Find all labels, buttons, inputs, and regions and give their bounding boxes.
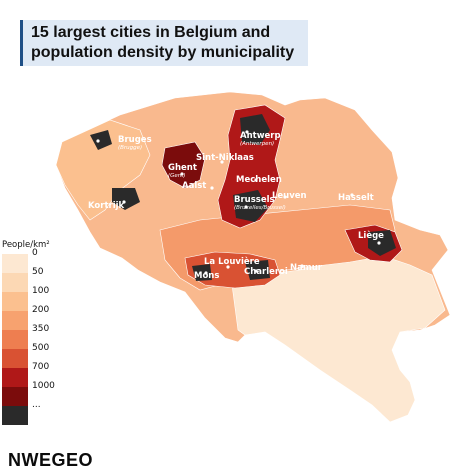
city-label: Namur	[290, 263, 323, 273]
city-alt-name: (Bruxelles/Brussel)	[234, 205, 286, 211]
liege-core	[368, 230, 396, 256]
city-dot	[204, 271, 208, 275]
legend-label: 200	[32, 305, 50, 315]
legend-label: ...	[32, 400, 41, 410]
legend-swatch	[2, 254, 28, 273]
city-alt-name: (Brugge)	[118, 145, 142, 151]
legend-row: 1000	[2, 381, 58, 406]
city-label: Mechelen	[236, 175, 282, 185]
city-dot	[300, 264, 304, 268]
city-label: Brussels	[234, 195, 275, 205]
legend-title: People/km²	[2, 240, 50, 250]
city-label: Kortrijk	[88, 201, 125, 211]
legend-label: 0	[32, 248, 38, 258]
city-dot	[96, 139, 100, 143]
city-label: Liège	[358, 230, 384, 241]
city-dot	[180, 172, 184, 176]
legend-label: 500	[32, 343, 50, 353]
legend-swatch	[2, 273, 28, 292]
legend-swatch	[2, 387, 28, 406]
legend-row: 350	[2, 324, 58, 349]
legend-swatch	[2, 349, 28, 368]
city-dot	[245, 130, 249, 134]
city-dot	[226, 265, 230, 269]
legend-label: 350	[32, 324, 50, 334]
city-label: Mons	[194, 271, 219, 281]
legend-row: 700	[2, 362, 58, 387]
city-label: Bruges	[118, 135, 152, 145]
city-label: Ghent	[168, 163, 197, 173]
city-label: Hasselt	[338, 193, 374, 203]
legend-swatch	[2, 330, 28, 349]
city-label: Leuven	[272, 191, 307, 201]
title-line-1: 15 largest cities in Belgium and	[31, 24, 271, 41]
legend-swatch	[2, 406, 28, 425]
legend-row: ...	[2, 400, 58, 425]
legend-swatch	[2, 292, 28, 311]
belgium-density-map: Antwerp(Antwerpen) Bruges(Brugge) Sint-Nik…	[55, 91, 451, 423]
city-alt-name: (Gent)	[168, 173, 186, 179]
legend-rows: 0 50 100 200 350 500 700 1000...	[2, 248, 58, 425]
legend-label: 50	[32, 267, 44, 277]
city-alt-name: (Antwerpen)	[240, 141, 274, 147]
density-legend: People/km² 0 50 100 200 350 500 700 1000...	[2, 240, 58, 425]
city-label: La Louvière	[204, 256, 260, 267]
brand-logo: NWEGEO	[8, 450, 94, 470]
city-dot	[283, 195, 287, 199]
city-label: Charleroi	[244, 267, 288, 277]
city-dot	[254, 178, 258, 182]
city-labels: Antwerp(Antwerpen) Bruges(Brugge) Sint-Nik…	[88, 130, 384, 281]
title-line-2: population density by municipality	[31, 44, 295, 61]
charleroi-core	[245, 260, 270, 280]
legend-swatch	[2, 311, 28, 330]
bruges-core	[90, 130, 112, 150]
legend-swatch	[2, 368, 28, 387]
map-title: 15 largest cities in Belgium and populat…	[20, 20, 308, 66]
city-label: Antwerp	[240, 131, 281, 141]
legend-label: 1000	[32, 381, 55, 391]
mons-core	[192, 264, 212, 281]
legend-row: 50	[2, 267, 58, 292]
city-dot	[244, 205, 248, 209]
legend-row: 200	[2, 305, 58, 330]
legend-label: 700	[32, 362, 50, 372]
kortrijk-core	[112, 188, 140, 210]
city-label: Sint-Niklaas	[196, 153, 254, 163]
city-dot	[377, 241, 381, 245]
legend-label: 100	[32, 286, 50, 296]
legend-row: 100	[2, 286, 58, 311]
city-dot	[254, 269, 258, 273]
city-dot	[220, 160, 224, 164]
brussels-core	[233, 190, 268, 222]
ghent-cluster	[161, 141, 206, 189]
antwerp-core	[240, 114, 270, 145]
city-label: Aalst	[182, 181, 206, 191]
city-dot	[122, 200, 126, 204]
city-dot	[210, 186, 214, 190]
legend-row: 500	[2, 343, 58, 368]
city-dot	[350, 193, 354, 197]
legend-row: 0	[2, 248, 58, 273]
